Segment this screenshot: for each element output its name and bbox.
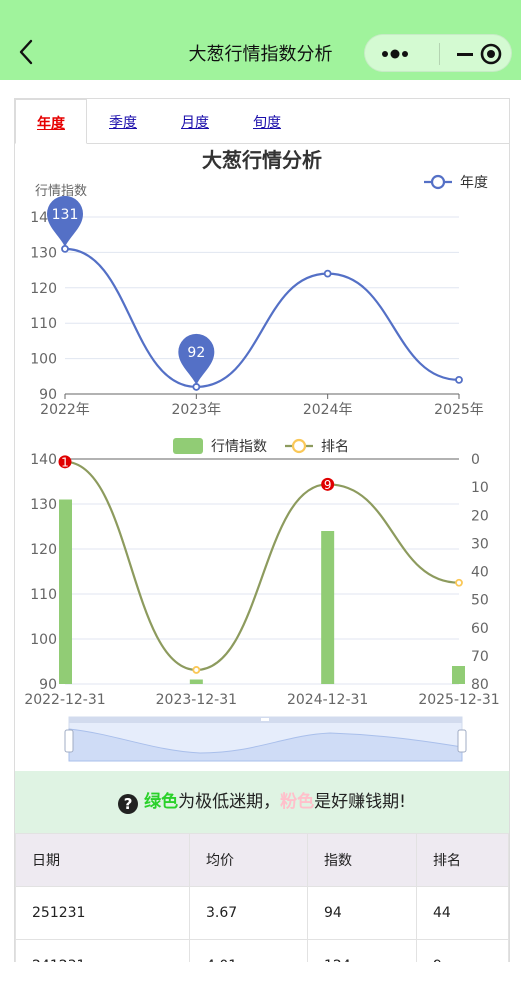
legend-symbol [430,174,446,190]
y-tick-label: 110 [30,316,57,332]
header-date: 日期 [15,833,190,887]
tab-year[interactable]: 年度 [15,99,87,144]
cell-avg-price: 3.67 [189,886,308,940]
page-title: 大葱行情指数分析 [188,44,333,65]
legend-label: 年度 [460,175,488,191]
cell-date: 251231 [15,886,190,940]
notice-mid-text: 为极低迷期， [178,792,281,812]
tab-ten-day[interactable]: 旬度 [253,115,281,131]
markpoint: 131 [47,195,83,247]
bottom-cutoff [0,962,521,1001]
series-line-annual [64,247,460,389]
cell-index: 94 [307,886,417,940]
y-right-tick-label: 40 [471,565,489,581]
zoom-right-handle[interactable] [457,729,467,753]
x-tick-label: 2023年 [172,402,222,418]
bar [452,666,465,684]
markpoint-label: 9 [324,478,332,492]
y-right-tick-label: 10 [471,480,489,496]
content-card: 年度 季度 月度 旬度 大葱行情分析 行情指数 90 100 110 120 130 140 2… [14,98,510,980]
index-table: 日期 均价 指数 排名 251231 3.67 94 44 241231 4.0… [15,833,509,979]
y-axis-label: 行情指数 [35,184,87,199]
tab-quarter[interactable]: 季度 [109,115,137,131]
notice-pink-word: 粉色 [280,792,315,812]
y-right-tick-label: 80 [471,677,489,693]
y-right-tick-label: 0 [471,452,480,468]
zoom-move-handle [261,718,269,721]
data-point [455,375,463,384]
question-icon: ? [118,794,139,814]
header-avg-price: 均价 [189,833,308,887]
table-row: 251231 3.67 94 44 [15,886,509,940]
y-tick-label: 120 [30,281,57,297]
x-tick-label: 2022年 [40,402,90,418]
y-left-tick-label: 100 [30,632,57,648]
markpoint-label: 1 [61,455,69,469]
bar [321,531,335,684]
y-left-tick-label: 120 [30,542,57,558]
tab-month[interactable]: 月度 [181,115,209,131]
back-arrow-icon[interactable] [18,38,34,66]
zoom-left-handle[interactable] [64,729,74,753]
markpoint: 92 [178,333,215,385]
x-tick-label: 2025年 [434,402,484,418]
y-right-tick-label: 20 [471,508,489,524]
legend-bar-symbol [173,438,203,454]
markpoint [58,455,72,469]
mini-program-capsule [364,34,512,72]
cell-rank: 44 [416,886,509,940]
zoom-preview-area [68,728,463,762]
notice-green-word: 绿色 [144,792,179,812]
markpoint-label: 131 [52,207,79,223]
x-tick-label: 2022-12-31 [24,692,105,708]
x-tick-label: 2025-12-31 [418,692,499,708]
markpoint-label: 92 [187,345,205,361]
y-tick-label: 130 [30,245,57,261]
bar [59,499,72,684]
x-tick-label: 2023-12-31 [156,692,237,708]
data-point [323,269,332,278]
markpoint-pin [178,333,215,385]
y-right-tick-label: 70 [471,649,489,665]
y-left-tick-label: 90 [39,677,57,693]
y-tick-label: 90 [39,387,57,403]
data-point [455,578,463,587]
y-right-tick-label: 50 [471,593,489,609]
series-line-rank [64,460,460,672]
y-left-tick-label: 130 [30,497,57,513]
color-legend-notice: ? 绿色为极低迷期，粉色是好赚钱期! [15,771,509,833]
x-tick-label: 2024-12-31 [287,692,368,708]
legend-line-marker [291,438,307,454]
data-zoom-slider[interactable] [64,716,467,762]
navigation-bar: 大葱行情指数分析 [0,0,521,80]
legend-bar-label: 行情指数 [211,439,267,455]
y-left-tick-label: 110 [30,587,57,603]
period-tabs: 年度 季度 月度 旬度 [15,99,509,144]
more-options-icon[interactable] [365,35,439,73]
legend-line-label: 排名 [321,439,349,455]
bar [189,679,203,684]
markpoint [321,477,335,491]
minimize-close-icons[interactable] [440,35,513,73]
data-point [192,666,201,674]
notice-tail-text: 是好赚钱期! [314,792,406,812]
y-tick-label: 100 [30,352,57,368]
chart-title: 大葱行情分析 [202,148,322,172]
header-rank: 排名 [416,833,509,887]
y-left-tick-label: 140 [30,452,57,468]
y-right-tick-label: 30 [471,536,489,552]
legend: 年度 [424,174,488,191]
header-index: 指数 [307,833,417,887]
index-rank-combo-chart: 90 100 110 120 130 140 0 10 20 30 40 50 60 70 80 2022-1… [24,438,500,762]
y-right-tick-label: 60 [471,621,489,637]
markpoint-pin [47,195,83,247]
x-tick-label: 2024年 [303,402,353,418]
table-header-row: 日期 均价 指数 排名 [15,833,509,887]
legend: 行情指数 排名 [173,438,349,455]
